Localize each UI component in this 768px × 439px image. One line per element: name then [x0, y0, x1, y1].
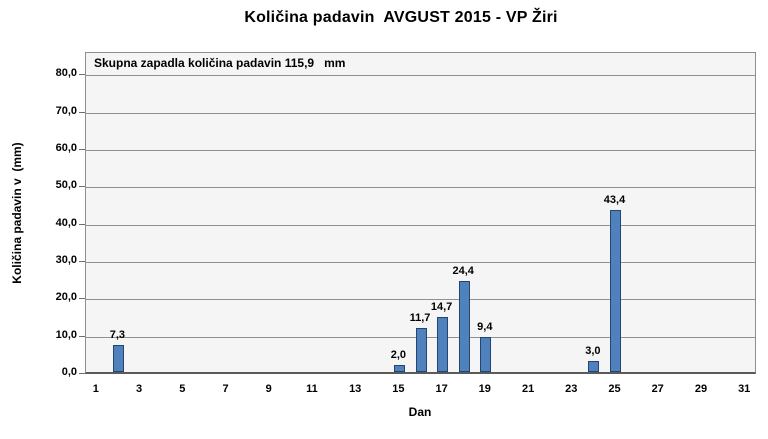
bar-day-16 [415, 328, 427, 372]
bar-day-24 [588, 360, 600, 372]
chart-title: Količina padavin AVGUST 2015 - VP Žiri [244, 9, 558, 26]
bar-day-2 [112, 344, 124, 372]
y-tick-mark-70,0 [79, 111, 85, 113]
x-tick-label-5: 5 [179, 383, 186, 395]
x-tick-label-29: 29 [694, 383, 708, 395]
gridline-60,0 [86, 150, 755, 151]
bar-day-25 [610, 210, 621, 372]
y-tick-label-40,0: 40,0 [55, 216, 77, 229]
x-axis-title: Dan [408, 405, 432, 419]
gridline-80,0 [86, 75, 755, 77]
bar-value-label-day-16: 11,7 [409, 312, 431, 325]
y-tick-mark-80,0 [79, 74, 85, 76]
bar-value-label-day-15: 2,0 [390, 348, 407, 361]
x-tick-label-27: 27 [651, 383, 664, 395]
bar-value-label-day-2: 7,3 [109, 328, 126, 341]
bar-day-19 [480, 336, 492, 372]
y-tick-label-10,0: 10,0 [55, 328, 77, 341]
bar-value-label-day-25: 43,4 [603, 194, 626, 206]
x-tick-label-1: 1 [92, 383, 99, 395]
y-tick-label-0,0: 0,0 [61, 366, 77, 378]
y-tick-label-70,0: 70,0 [55, 104, 77, 117]
y-tick-mark-0,0 [79, 373, 85, 374]
total-precipitation-annotation: Skupna zapadla količina padavin 115,9 mm [94, 56, 346, 70]
x-tick-label-13: 13 [349, 383, 362, 395]
gridline-30,0 [86, 262, 755, 263]
y-tick-mark-30,0 [79, 261, 85, 262]
y-tick-mark-40,0 [79, 223, 85, 225]
x-tick-label-9: 9 [265, 383, 272, 395]
bar-value-label-day-18: 24,4 [452, 264, 474, 277]
y-tick-label-80,0: 80,0 [55, 67, 77, 80]
gridline-50,0 [86, 187, 755, 189]
y-tick-mark-50,0 [79, 186, 85, 188]
y-tick-label-30,0: 30,0 [55, 254, 77, 266]
bar-value-label-day-17: 14,7 [430, 301, 453, 314]
y-tick-label-20,0: 20,0 [55, 291, 77, 304]
x-tick-label-19: 19 [478, 383, 491, 395]
x-tick-label-31: 31 [738, 383, 751, 395]
x-tick-label-17: 17 [435, 383, 448, 395]
x-tick-label-25: 25 [608, 383, 621, 395]
x-tick-label-7: 7 [222, 383, 229, 395]
y-tick-label-60,0: 60,0 [55, 142, 77, 154]
y-tick-mark-20,0 [79, 298, 85, 300]
x-tick-label-11: 11 [306, 383, 318, 395]
bar-day-15 [393, 364, 405, 372]
plot-area: Skupna zapadla količina padavin 115,9 mm [85, 52, 756, 374]
gridline-40,0 [86, 224, 755, 226]
x-tick-label-3: 3 [135, 383, 143, 395]
bar-day-17 [437, 317, 449, 372]
gridline-70,0 [86, 112, 755, 114]
bar-value-label-day-24: 3,0 [585, 344, 601, 357]
gridline-20,0 [86, 299, 755, 301]
x-tick-label-15: 15 [392, 383, 405, 395]
x-tick-label-23: 23 [565, 383, 578, 395]
y-tick-label-50,0: 50,0 [55, 179, 77, 192]
x-tick-label-21: 21 [521, 383, 535, 395]
bar-day-18 [458, 280, 470, 372]
y-tick-mark-10,0 [79, 335, 85, 337]
bar-value-label-day-19: 9,4 [477, 320, 493, 333]
y-tick-mark-60,0 [79, 149, 85, 150]
